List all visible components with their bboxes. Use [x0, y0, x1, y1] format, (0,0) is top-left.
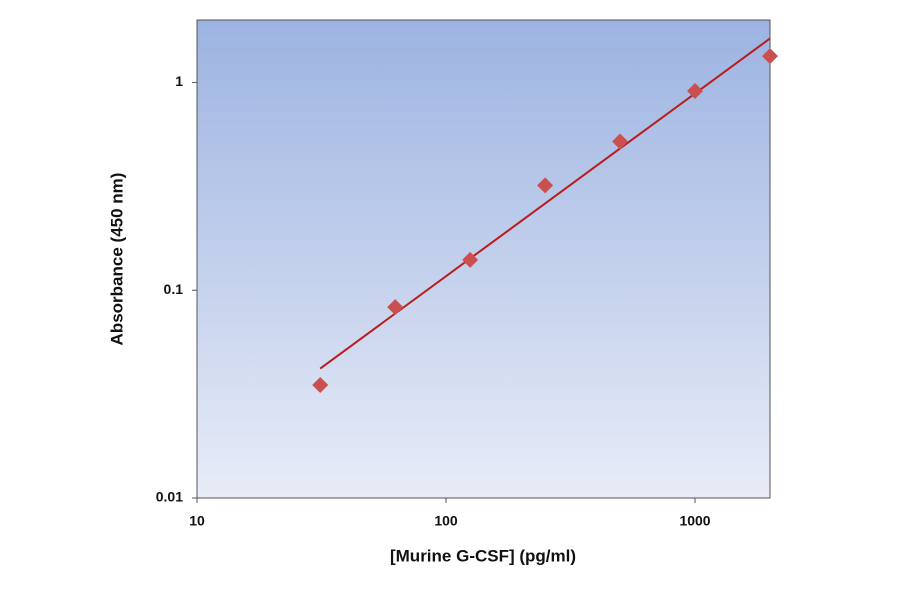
x-axis-title: [Murine G-CSF] (pg/ml) — [390, 546, 576, 565]
data-point — [312, 376, 329, 393]
data-point — [537, 177, 554, 194]
data-point — [387, 299, 404, 316]
y-axis-title: Absorbance (450 nm) — [107, 173, 126, 346]
x-tick-label: 100 — [434, 513, 458, 529]
x-tick-label: 1000 — [679, 513, 710, 529]
y-tick-label: 1 — [175, 73, 183, 89]
data-point — [462, 251, 479, 268]
plot-area — [196, 19, 771, 499]
y-tick-label: 0.1 — [164, 281, 184, 297]
data-point — [612, 133, 629, 150]
data-point — [762, 48, 778, 65]
data-point — [687, 83, 704, 100]
x-tick-label: 10 — [189, 513, 205, 529]
y-tick-label: 0.01 — [156, 489, 183, 505]
